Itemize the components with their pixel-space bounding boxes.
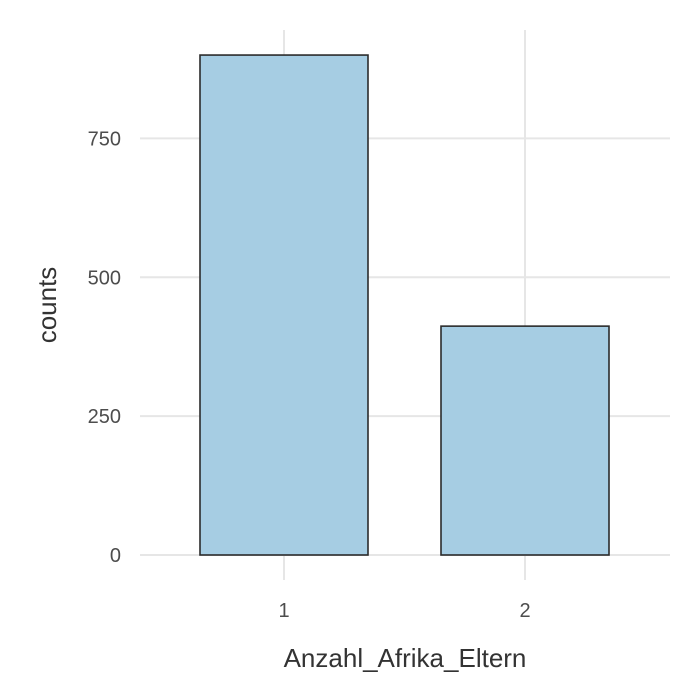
y-tick-label: 0 <box>110 545 121 567</box>
y-tick-label: 750 <box>88 128 121 150</box>
bars <box>199 54 610 556</box>
x-tick-label: 2 <box>519 600 530 622</box>
bar-1 <box>199 54 369 556</box>
x-axis-title: Anzahl_Afrika_Eltern <box>284 643 527 673</box>
y-tick-label: 250 <box>88 406 121 428</box>
bar-2 <box>440 325 610 556</box>
y-tick-label: 500 <box>88 267 121 289</box>
x-tick-label: 1 <box>278 600 289 622</box>
y-axis-title: counts <box>32 267 62 344</box>
y-tick-labels: 0 250 500 750 <box>88 128 121 567</box>
